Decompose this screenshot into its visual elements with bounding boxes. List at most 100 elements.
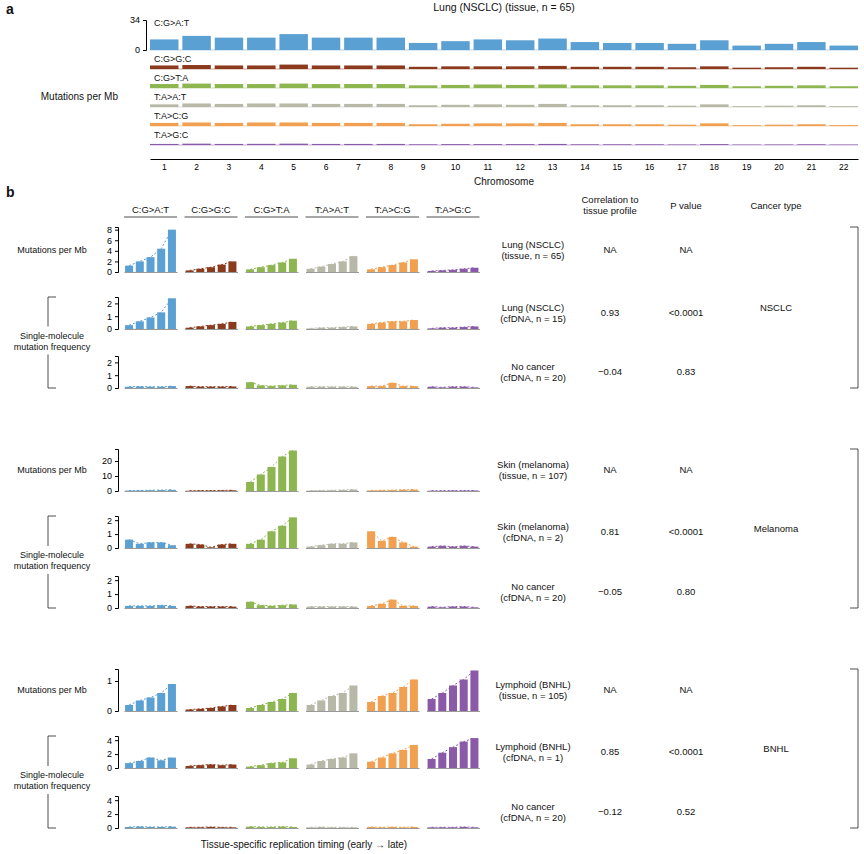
tick-label: 1	[162, 162, 167, 172]
bar	[182, 36, 210, 50]
axis-line	[306, 548, 359, 549]
bar	[344, 84, 372, 88]
bar	[410, 259, 418, 272]
axis-line	[185, 272, 238, 273]
bar	[278, 457, 286, 492]
axis-line	[185, 711, 238, 712]
bracket	[48, 297, 56, 298]
y-axis: 012	[107, 576, 119, 614]
table-header: tissue profile	[583, 205, 636, 216]
bar	[668, 125, 696, 126]
axis-line	[115, 450, 119, 492]
bracket	[858, 669, 859, 828]
bar	[388, 693, 396, 711]
tick-label: 12	[515, 162, 525, 172]
trend-line	[129, 386, 172, 388]
x-axis	[125, 711, 178, 713]
axis-line	[246, 548, 299, 549]
bar	[207, 267, 215, 272]
trend-line	[250, 693, 293, 708]
bar	[571, 144, 599, 145]
bar	[150, 39, 178, 50]
bar	[289, 451, 297, 492]
axis-line	[427, 272, 480, 273]
trend-line	[250, 259, 293, 270]
plot	[125, 517, 478, 548]
bar	[399, 750, 407, 768]
x-axis	[246, 388, 299, 390]
tick: 19	[742, 159, 752, 172]
tick-label: 10	[102, 471, 112, 481]
bar	[474, 39, 502, 50]
bar	[506, 85, 534, 88]
tick: 0	[107, 823, 118, 833]
bar	[328, 544, 336, 548]
bar	[367, 702, 375, 711]
trend-line	[432, 826, 475, 827]
tick-label: 15	[613, 162, 623, 172]
axis-line	[246, 388, 299, 389]
bar	[635, 105, 663, 107]
bar	[182, 65, 210, 69]
bar	[157, 542, 165, 548]
bar	[312, 65, 340, 69]
bar	[830, 144, 858, 145]
trend-line	[311, 826, 354, 827]
row-label: (tissue, n = 65)	[501, 250, 564, 261]
bar	[797, 85, 825, 88]
tick-mark	[115, 461, 118, 462]
bar	[635, 67, 663, 69]
tick-label: 21	[807, 162, 817, 172]
table-header: Cancer type	[750, 200, 801, 211]
bar	[538, 66, 566, 69]
table-header: P value	[670, 200, 702, 211]
tick-mark	[115, 814, 118, 815]
axis-line	[143, 21, 147, 51]
axis-line	[367, 608, 420, 609]
tick: 2	[107, 257, 118, 267]
row-label: (cfDNA, n = 20)	[500, 372, 566, 383]
x-axis	[427, 272, 480, 274]
bar	[668, 86, 696, 88]
bar	[349, 256, 357, 272]
trend-line	[371, 259, 414, 269]
row-label: No cancer	[511, 581, 554, 592]
bar	[279, 84, 307, 88]
panel-label: b	[6, 184, 15, 200]
bar	[307, 269, 315, 272]
axis-line	[185, 828, 238, 829]
bar	[279, 122, 307, 126]
bar	[378, 696, 386, 711]
bar	[312, 123, 340, 126]
bar	[246, 708, 254, 711]
bar	[246, 544, 254, 548]
bracket	[850, 388, 858, 389]
bar	[246, 269, 254, 272]
x-axis	[246, 828, 299, 830]
bar	[441, 144, 469, 145]
trend-line	[250, 517, 293, 543]
column-header: T:A>C:G	[374, 204, 410, 215]
trend-line	[432, 268, 475, 271]
x-axis	[367, 388, 420, 390]
row-label: Lymphoid (BNHL)	[495, 741, 570, 752]
bar	[732, 68, 760, 69]
bar	[146, 257, 154, 272]
series-label: T:A>A:T	[154, 92, 187, 102]
bar	[441, 124, 469, 126]
tick-label: 0	[107, 823, 112, 833]
trend-line	[129, 605, 172, 607]
bar	[441, 85, 469, 88]
bar	[460, 680, 468, 712]
bar	[732, 46, 760, 50]
bar	[196, 709, 204, 711]
tick-label: 2	[107, 809, 112, 819]
bar	[765, 106, 793, 107]
tick-label: 14	[580, 162, 590, 172]
trend-line	[432, 490, 475, 491]
trend-line	[371, 745, 414, 762]
bar	[538, 144, 566, 145]
bracket	[850, 828, 858, 829]
cancer-type: BNHL	[763, 743, 788, 754]
cancer-type: Melanoma	[754, 523, 799, 534]
